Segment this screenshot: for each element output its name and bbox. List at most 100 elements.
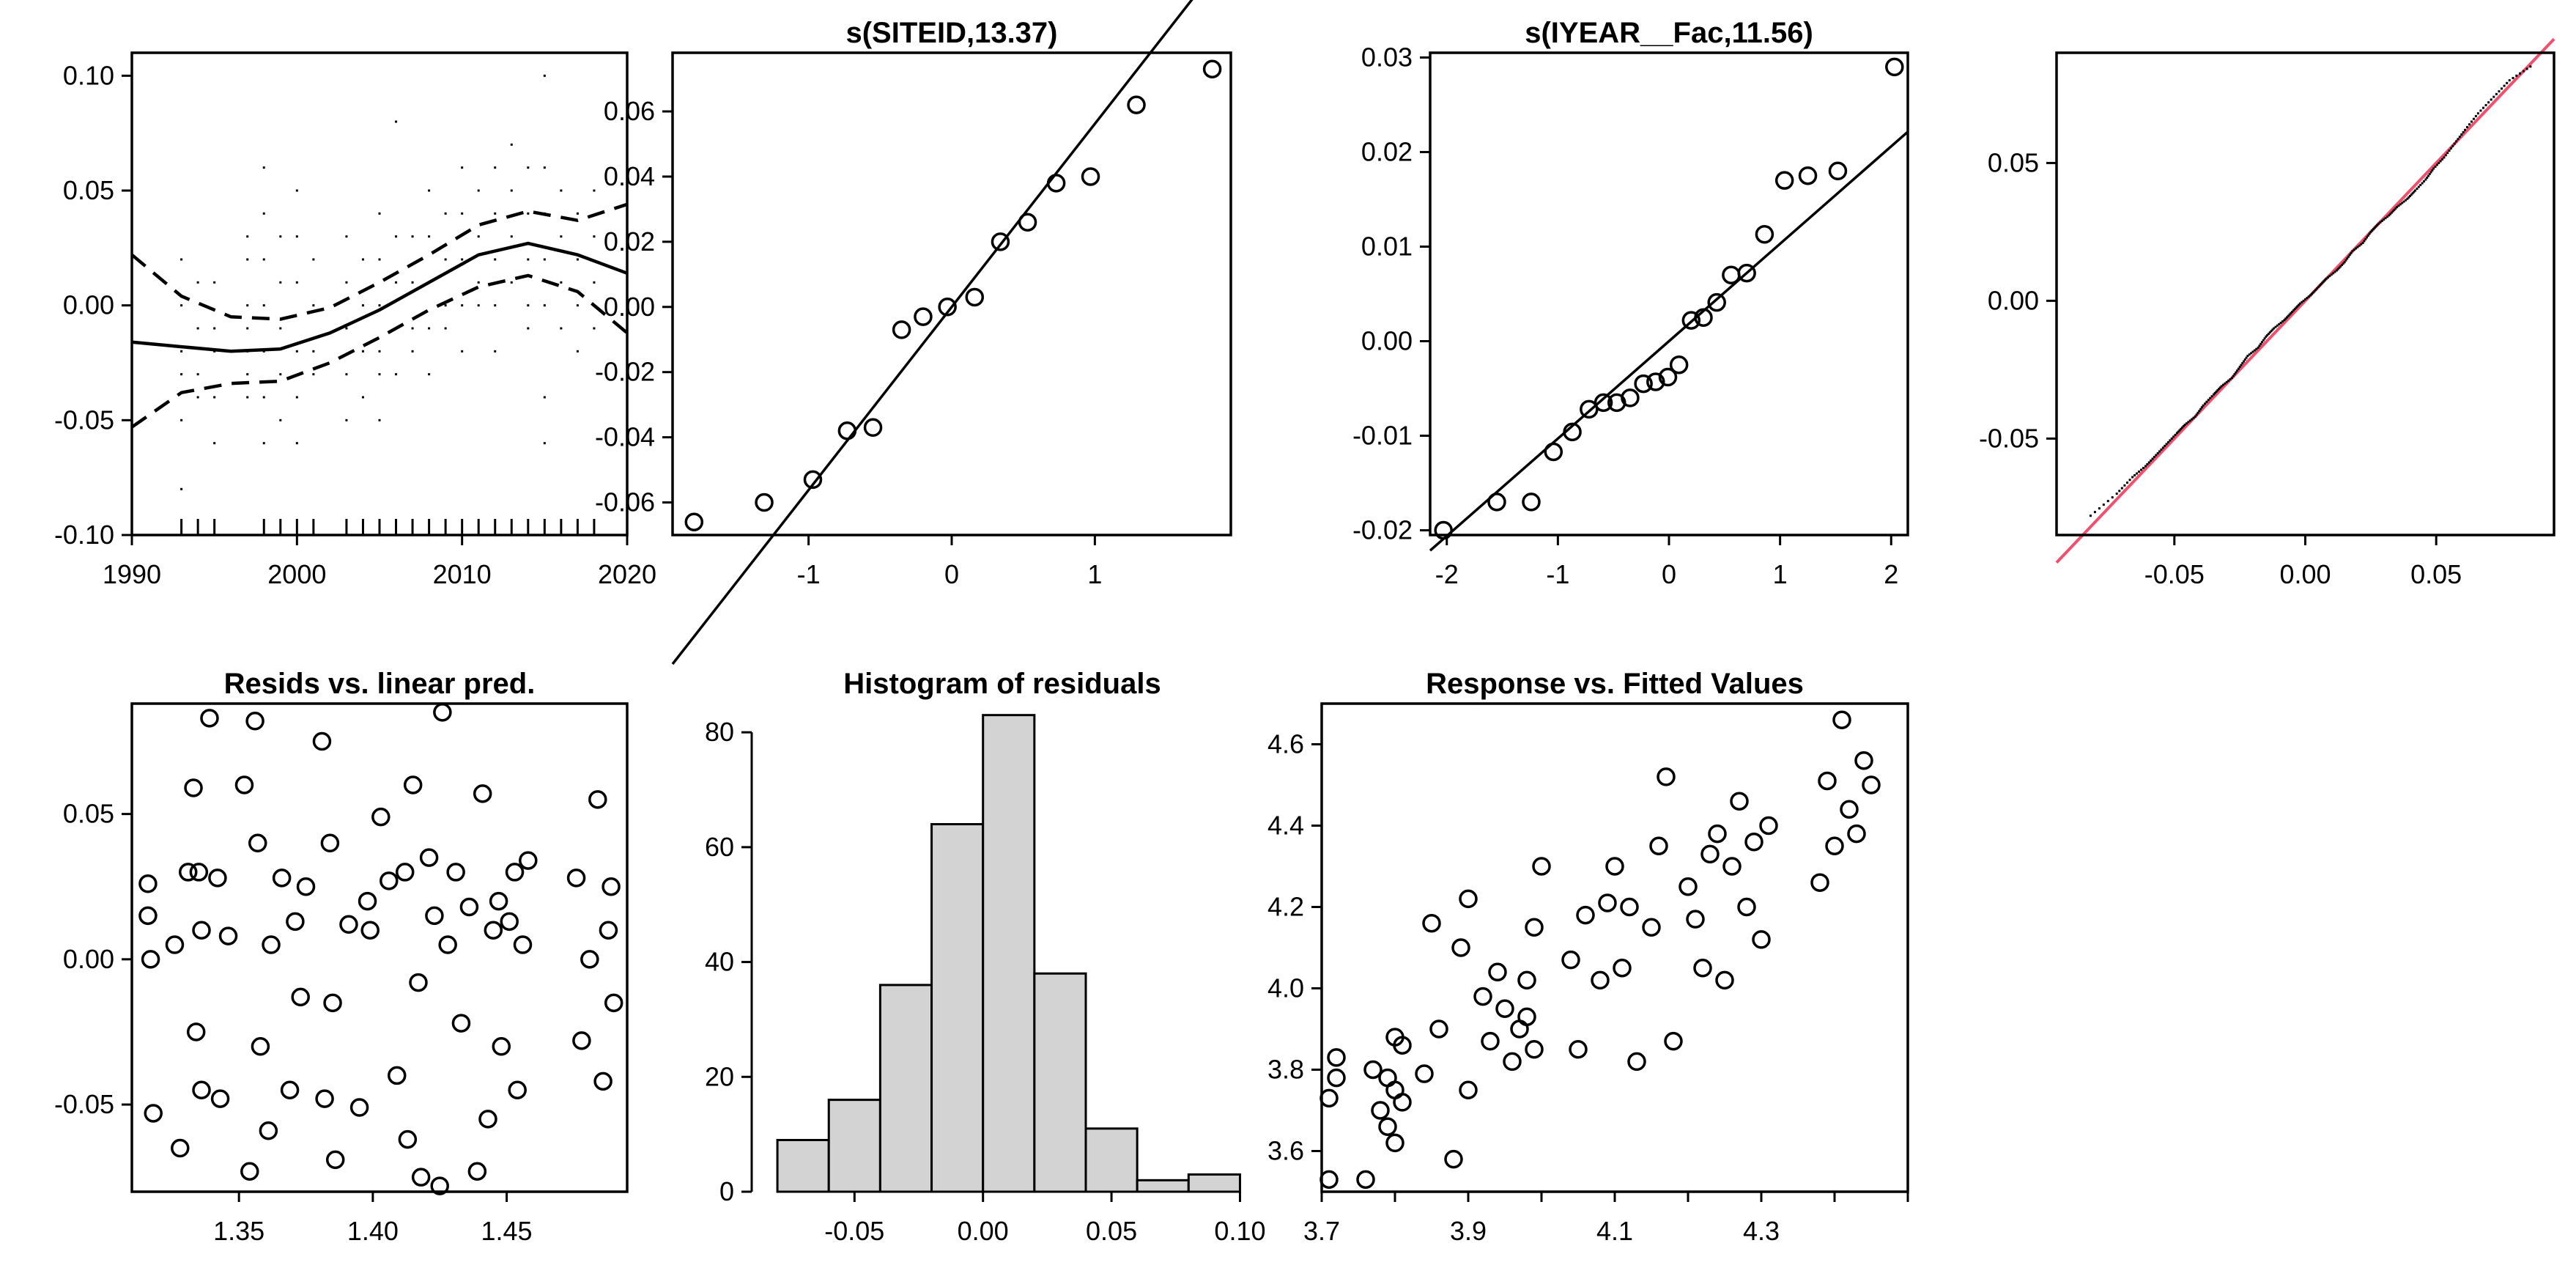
qq-point bbox=[2250, 352, 2253, 355]
partial-residual-point bbox=[494, 304, 497, 307]
qq-point bbox=[2474, 114, 2477, 117]
scatter-point bbox=[259, 1121, 278, 1140]
scatter-point bbox=[1327, 1048, 1346, 1067]
qq-point bbox=[2268, 331, 2271, 334]
scatter-point bbox=[1818, 771, 1837, 791]
y-tick-label: -0.05 bbox=[54, 1089, 114, 1119]
scatter-point bbox=[1503, 1052, 1522, 1072]
scatter-point bbox=[478, 1110, 497, 1129]
qq-point bbox=[2180, 427, 2183, 430]
qq-point bbox=[2498, 90, 2501, 93]
qq-point bbox=[2240, 364, 2243, 366]
partial-residual-point bbox=[345, 418, 348, 421]
scatter-point bbox=[1620, 897, 1639, 917]
partial-residual-point bbox=[510, 143, 513, 146]
qq-point bbox=[2177, 430, 2180, 433]
qq-point bbox=[2317, 286, 2320, 289]
partial-residual-point bbox=[196, 373, 199, 376]
qq-point bbox=[2146, 462, 2149, 465]
scatter-point bbox=[500, 912, 519, 932]
qq-point bbox=[1694, 308, 1713, 328]
scatter-point bbox=[1320, 1088, 1339, 1108]
qq-point bbox=[2342, 262, 2344, 265]
scatter-point bbox=[349, 1098, 369, 1117]
partial-residual-point bbox=[543, 166, 546, 169]
panel-qq-residuals: -0.05 0.00 0.05 -0.05 0.00 0.05 bbox=[1979, 37, 2555, 589]
qq-point bbox=[2205, 400, 2208, 403]
scatter-point bbox=[1525, 918, 1544, 937]
qq-point bbox=[1522, 493, 1541, 512]
qq-point bbox=[2276, 324, 2279, 327]
qq-point bbox=[2304, 298, 2306, 301]
qq-point bbox=[1737, 263, 1756, 283]
qq-point bbox=[2290, 311, 2292, 314]
partial-residual-point bbox=[378, 258, 381, 261]
qq-point bbox=[2406, 197, 2409, 200]
scatter-point bbox=[286, 912, 305, 932]
qq-point bbox=[2187, 421, 2190, 424]
scatter-point bbox=[1532, 857, 1551, 876]
qq-point bbox=[2298, 302, 2301, 305]
partial-residual-point bbox=[312, 258, 315, 261]
x-tick-label: 3.7 bbox=[1303, 1216, 1340, 1246]
scatter-point bbox=[138, 874, 158, 893]
qq-point bbox=[2140, 468, 2143, 471]
partial-residual-point bbox=[543, 304, 546, 307]
x-tick-label: 1990 bbox=[103, 559, 161, 589]
scatter-point bbox=[588, 790, 607, 809]
qq-point bbox=[2366, 234, 2369, 237]
qq-point bbox=[2426, 176, 2429, 179]
scatter-point bbox=[419, 848, 439, 867]
scatter-point bbox=[1429, 1019, 1448, 1039]
qq-point bbox=[2158, 450, 2161, 453]
scatter-point bbox=[1561, 950, 1580, 970]
partial-residual-point bbox=[180, 258, 183, 261]
scatter-point bbox=[358, 891, 377, 911]
qq-point bbox=[2470, 120, 2473, 123]
partial-residual-point bbox=[527, 327, 530, 330]
y-tick-label: 4.6 bbox=[1267, 729, 1304, 759]
qq-point bbox=[2323, 280, 2325, 283]
qq-point bbox=[2287, 314, 2290, 317]
qq-point bbox=[2261, 341, 2264, 344]
qq-point bbox=[2246, 355, 2249, 358]
qq-point bbox=[2482, 106, 2485, 109]
qq-point bbox=[2131, 476, 2134, 479]
qq-reference-line bbox=[671, 0, 1193, 665]
scatter-point bbox=[446, 863, 465, 882]
y-tick-label: 0.00 bbox=[63, 944, 114, 974]
qq-point bbox=[2191, 418, 2194, 421]
qq-point bbox=[2182, 424, 2185, 427]
x-tick-label: 1 bbox=[1773, 559, 1788, 589]
qq-point bbox=[2194, 415, 2196, 418]
qq-point bbox=[2338, 266, 2341, 269]
qq-point bbox=[863, 418, 883, 438]
x-tick-label: -0.05 bbox=[824, 1216, 884, 1246]
y-tick-label: 0.05 bbox=[1988, 147, 2039, 177]
qq-point bbox=[2448, 149, 2451, 152]
partial-residual-point bbox=[262, 258, 265, 261]
scatter-point bbox=[433, 703, 452, 722]
qq-point bbox=[2457, 138, 2460, 141]
qq-point bbox=[1646, 372, 1665, 391]
qq-point bbox=[2512, 76, 2514, 79]
qq-point bbox=[2364, 237, 2367, 240]
partial-residual-point bbox=[361, 396, 364, 399]
qq-point bbox=[2377, 222, 2380, 225]
qq-point bbox=[2235, 371, 2238, 374]
scatter-point bbox=[593, 1072, 612, 1091]
qq-point bbox=[2490, 98, 2492, 101]
y-tick-label: 0.02 bbox=[1361, 136, 1413, 166]
qq-point bbox=[1046, 174, 1066, 193]
qq-point bbox=[2248, 353, 2251, 356]
qq-point bbox=[1885, 57, 1904, 77]
qq-point bbox=[2220, 385, 2223, 388]
qq-point bbox=[2407, 196, 2410, 199]
qq-point bbox=[2460, 133, 2463, 136]
qq-point bbox=[2236, 369, 2239, 372]
scatter-point bbox=[403, 775, 423, 794]
partial-residual-point bbox=[560, 281, 563, 284]
scatter-point bbox=[1444, 1149, 1463, 1169]
partial-residual-point bbox=[262, 166, 265, 169]
qq-point bbox=[2399, 203, 2402, 206]
